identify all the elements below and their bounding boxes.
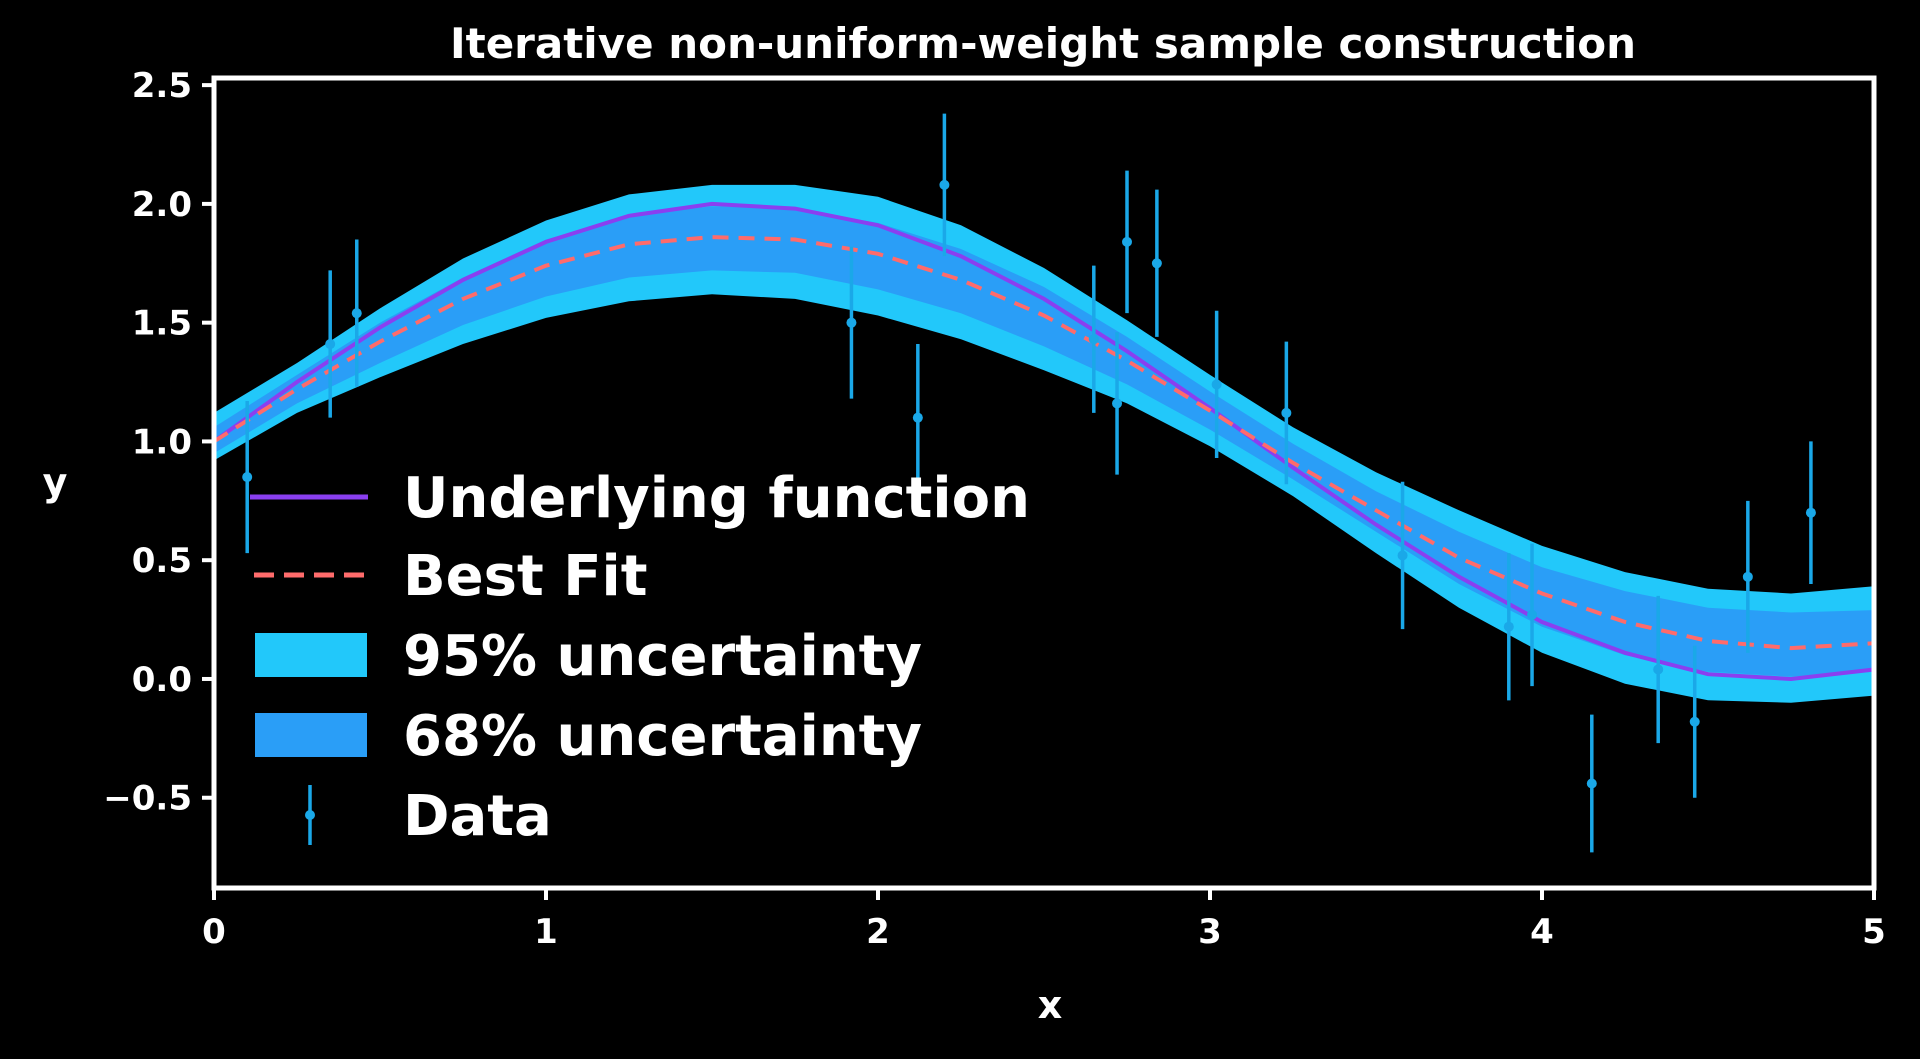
y-tick-label: 0.0 — [132, 660, 192, 700]
y-tick-label: 0.5 — [132, 541, 192, 581]
data-point — [1281, 341, 1292, 485]
data-marker — [1653, 664, 1664, 675]
legend-item-band68: 68% uncertainty — [255, 704, 922, 769]
chart-title: Iterative non-uniform-weight sample cons… — [450, 19, 1636, 68]
data-marker — [1112, 398, 1123, 409]
axes: 0 1 2 3 4 5 −0.5 0.0 0.5 1.0 1.5 2.0 2.5 — [103, 66, 1886, 952]
data-marker — [351, 308, 362, 319]
data-point — [1653, 595, 1664, 744]
data-point — [1211, 310, 1222, 459]
data-point — [242, 401, 253, 554]
data-marker — [1281, 407, 1292, 418]
data-marker — [1122, 236, 1132, 247]
legend-label: Best Fit — [403, 544, 647, 609]
legend-swatch-band95 — [255, 633, 367, 677]
x-axis-label: x — [1038, 983, 1063, 1027]
data-point — [1586, 714, 1597, 853]
data-point — [1088, 265, 1099, 413]
legend: Underlying function Best Fit 95% uncertain… — [250, 466, 1030, 849]
data-point — [1397, 481, 1408, 630]
data-marker — [242, 472, 253, 483]
x-tick-label: 5 — [1862, 912, 1886, 952]
legend-item-underlying: Underlying function — [250, 466, 1030, 531]
data-marker — [1586, 778, 1597, 789]
legend-item-band95: 95% uncertainty — [255, 624, 922, 689]
x-tick-label: 0 — [202, 912, 226, 952]
series-lines — [212, 201, 1875, 682]
data-point — [939, 113, 950, 257]
data-point — [1112, 332, 1123, 475]
data-point — [325, 270, 336, 418]
underlying-function-line — [212, 201, 1875, 682]
data-marker — [1211, 379, 1222, 390]
x-tick-label: 2 — [866, 912, 890, 952]
data-marker — [325, 339, 336, 350]
legend-label: 68% uncertainty — [403, 704, 922, 769]
data-point — [1503, 553, 1514, 701]
data-points — [242, 113, 1816, 853]
data-point — [846, 246, 857, 399]
data-point — [1151, 189, 1162, 337]
data-marker — [1689, 716, 1700, 727]
legend-item-data: Data — [305, 784, 552, 849]
y-tick-label: 1.5 — [132, 304, 192, 344]
y-axis-label: y — [43, 460, 68, 504]
y-tick-label: 2.0 — [132, 185, 192, 225]
data-point — [1122, 170, 1132, 314]
data-point — [1805, 441, 1816, 584]
data-marker — [1503, 621, 1514, 632]
plot-frame — [211, 75, 1877, 891]
y-tick-label: 1.0 — [132, 422, 192, 462]
x-tick-label: 1 — [534, 912, 558, 952]
data-point — [1742, 500, 1753, 653]
x-tick-label: 3 — [1198, 912, 1222, 952]
x-tick-label: 4 — [1530, 912, 1554, 952]
data-marker — [1151, 258, 1162, 269]
band68-area — [214, 206, 1874, 677]
data-marker — [1527, 609, 1538, 620]
legend-item-best-fit: Best Fit — [254, 544, 647, 609]
data-point — [1689, 645, 1700, 798]
data-marker — [1742, 571, 1753, 582]
y-tick-label: −0.5 — [103, 779, 192, 819]
data-marker — [912, 412, 923, 423]
data-point — [351, 239, 362, 387]
legend-label: Underlying function — [403, 466, 1030, 531]
data-marker — [1088, 334, 1099, 345]
data-marker — [1397, 550, 1408, 561]
best-fit-line — [212, 235, 1875, 651]
data-marker — [939, 179, 950, 190]
legend-label: Data — [403, 784, 552, 849]
legend-label: 95% uncertainty — [403, 624, 922, 689]
legend-swatch-band68 — [255, 713, 367, 757]
data-point — [1527, 543, 1538, 687]
data-marker — [846, 317, 857, 328]
data-marker — [1805, 507, 1816, 518]
y-tick-label: 2.5 — [132, 66, 192, 106]
uncertainty-bands — [214, 184, 1874, 703]
legend-swatch-data-marker — [305, 810, 315, 820]
data-point — [912, 344, 923, 492]
